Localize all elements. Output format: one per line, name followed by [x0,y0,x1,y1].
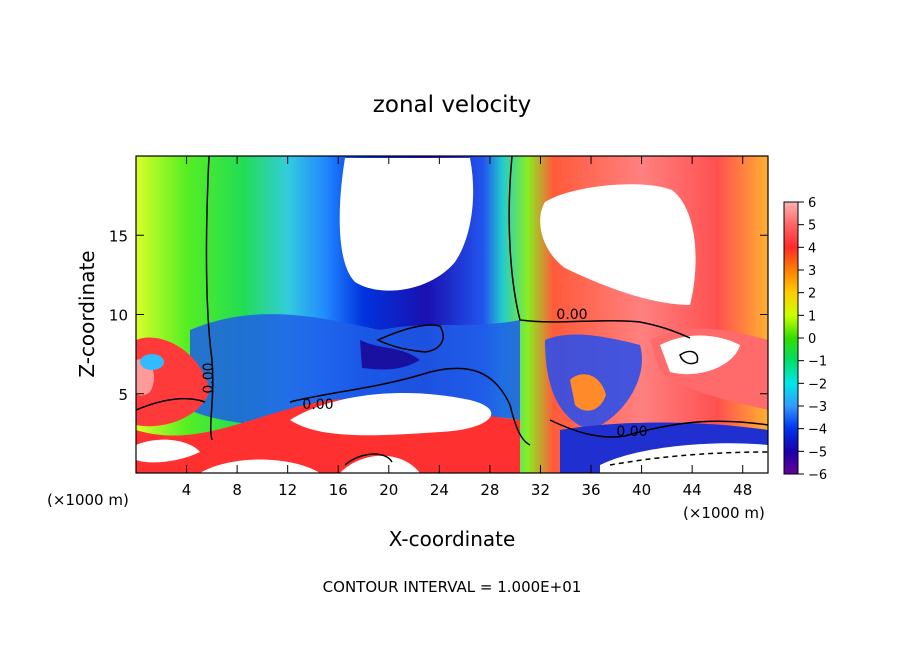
x-tick-label: 36 [581,481,600,499]
chart-title: zonal velocity [373,92,531,118]
x-unit-label: (×1000 m) [683,504,765,522]
x-tick-label: 40 [632,481,651,499]
y-tick-label: 10 [109,307,128,325]
y-axis-label: Z-coordinate [75,250,99,377]
colorbar-tick-label: −3 [808,400,827,415]
x-axis: 4 8 12 16 20 24 28 32 36 40 44 48 [182,156,752,499]
contour-label: 0.00 [556,307,587,323]
contour-label: 0.00 [201,362,217,393]
contour-label: 0.00 [616,424,647,440]
x-tick-label: 48 [733,481,752,499]
x-tick-label: 32 [531,481,550,499]
x-tick-label: 20 [379,481,398,499]
colorbar-tick-label: −5 [808,445,827,460]
y-tick-label: 5 [118,386,128,404]
x-axis-label: X-coordinate [389,527,516,551]
colorbar-tick-label: −2 [808,377,827,392]
colorbar-tick-label: −6 [808,468,827,483]
contour-label: 0.00 [302,397,333,413]
x-tick-label: 24 [430,481,449,499]
y-unit-label: (×1000 m) [47,491,129,509]
contour-labels: 0.00 0.00 0.00 0.00 [201,307,648,440]
colorbar-tick-label: −1 [808,355,827,370]
colorbar: 6 5 4 3 2 1 0 −1 −2 −3 −4 −5 −6 [783,196,827,483]
colorbar-tick-label: 6 [808,196,816,211]
heatmap-field [136,156,768,473]
colorbar-tick-label: 3 [808,264,816,279]
x-tick-label: 4 [182,481,192,499]
colorbar-tick-label: 5 [808,219,816,234]
colorbar-tick-label: 4 [808,241,816,256]
x-tick-label: 28 [480,481,499,499]
colorbar-tick-label: 1 [808,309,816,324]
y-axis: 5 10 15 [109,227,768,404]
x-tick-label: 12 [278,481,297,499]
colorbar-scale [783,201,799,475]
colorbar-tick-label: −4 [808,423,827,438]
contour-interval-text: CONTOUR INTERVAL = 1.000E+01 [323,578,582,596]
x-tick-label: 44 [683,481,702,499]
x-tick-label: 8 [232,481,242,499]
x-tick-label: 16 [329,481,348,499]
y-tick-label: 15 [109,227,128,245]
colorbar-tick-label: 0 [808,332,816,347]
colorbar-tick-label: 2 [808,287,816,302]
